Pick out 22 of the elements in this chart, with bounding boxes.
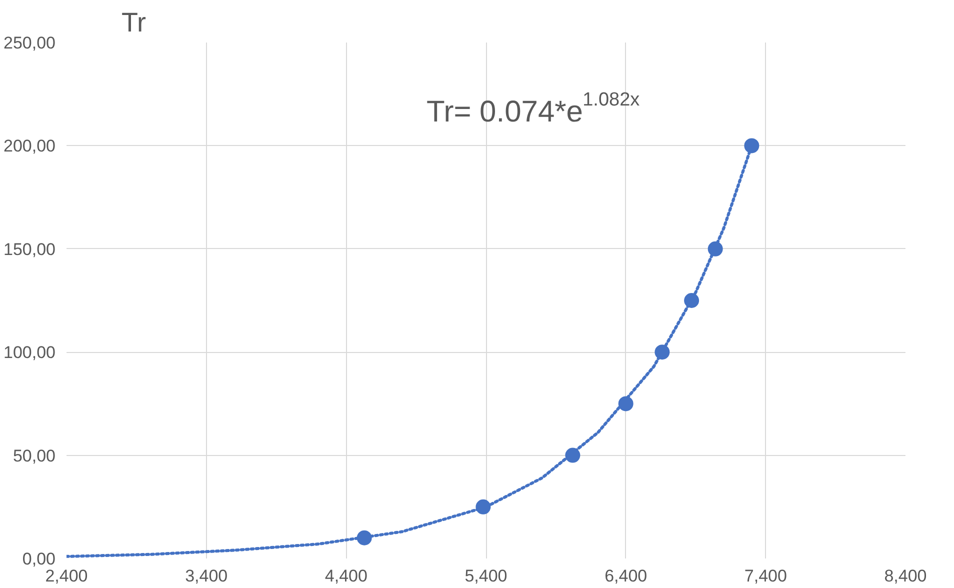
point bbox=[618, 396, 634, 412]
y-axis-title: Tr bbox=[122, 8, 146, 38]
point bbox=[476, 499, 491, 514]
point bbox=[684, 293, 700, 308]
point bbox=[744, 138, 760, 154]
x-tick-label: 6,400 bbox=[604, 566, 648, 586]
y-tick-label: 200,00 bbox=[4, 136, 56, 156]
y-tick-label: 0,00 bbox=[22, 550, 56, 568]
y-tick-label: 150,00 bbox=[4, 240, 56, 259]
point bbox=[708, 241, 723, 256]
x-tick-label: 3,400 bbox=[185, 566, 228, 586]
y-tick-label: 100,00 bbox=[4, 343, 56, 362]
x-tick-label: 4,400 bbox=[324, 566, 368, 586]
x-tick-label: 5,400 bbox=[464, 566, 508, 586]
x-tick-label: 7,400 bbox=[744, 566, 787, 586]
y-tick-label: 50,00 bbox=[12, 446, 56, 466]
y-tick-label: 250,00 bbox=[4, 34, 56, 52]
point bbox=[654, 344, 670, 360]
x-tick-label: 2,400 bbox=[45, 566, 88, 586]
x-tick-label: 8,400 bbox=[884, 566, 927, 586]
point bbox=[356, 530, 372, 546]
point bbox=[565, 448, 580, 463]
